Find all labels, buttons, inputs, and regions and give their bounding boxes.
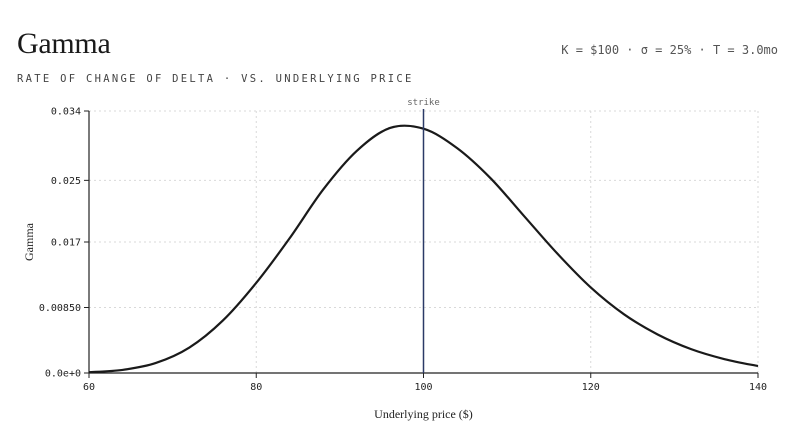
chart-subtitle: RATE OF CHANGE OF DELTA · VS. UNDERLYING… (17, 73, 414, 85)
chart-title: Gamma (17, 27, 111, 60)
strike-label: strike (407, 98, 440, 108)
x-tick-label: 100 (414, 382, 432, 393)
x-axis-ticks: 60 80 100 120 140 (83, 373, 767, 393)
x-axis-title: Underlying price ($) (374, 407, 473, 421)
y-axis-ticks: 0.0e+0 0.00850 0.017 0.025 0.034 (39, 107, 89, 380)
parameters-readout: K = $100 · σ = 25% · T = 3.0mo (561, 43, 778, 57)
y-tick-label: 0.025 (51, 176, 81, 187)
y-tick-label: 0.034 (51, 107, 81, 118)
y-tick-label: 0.00850 (39, 303, 81, 314)
y-tick-label: 0.0e+0 (45, 369, 81, 380)
x-tick-label: 120 (582, 382, 600, 393)
x-tick-label: 80 (250, 382, 262, 393)
y-axis-title: Gamma (22, 222, 36, 261)
x-tick-label: 60 (83, 382, 95, 393)
x-tick-label: 140 (749, 382, 767, 393)
y-tick-label: 0.017 (51, 238, 81, 249)
